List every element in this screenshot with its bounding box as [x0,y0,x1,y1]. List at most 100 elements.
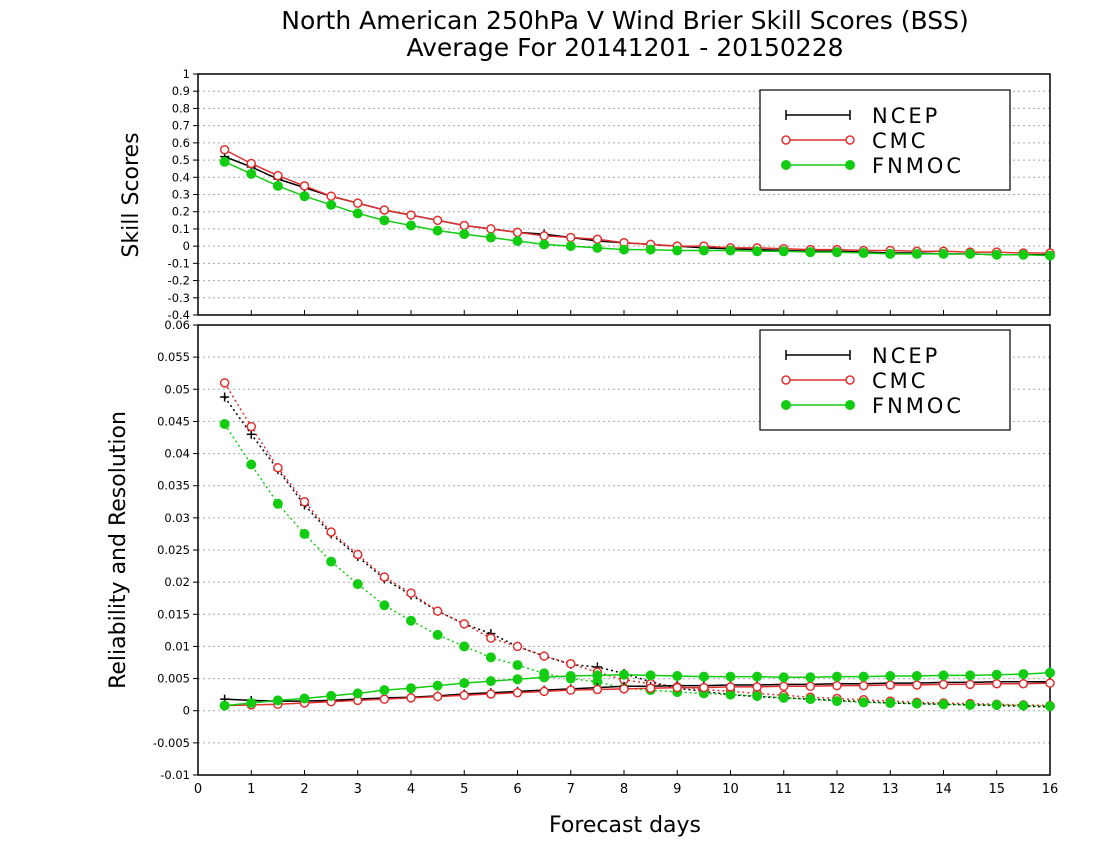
bottom-point-reliability-cmc [512,641,523,652]
bottom-point-resolution-cmc [619,684,629,694]
top-point-cmc [379,205,390,215]
bottom-point-resolution-fnmoc [752,671,763,682]
bottom-point-resolution-fnmoc [299,693,310,704]
bottom-point-reliability-fnmoc [459,641,470,652]
x-tick-label: 16 [1042,782,1059,797]
top-point-fnmoc [698,245,709,256]
bottom-point-resolution-fnmoc [725,671,736,682]
top-point-cmc [299,181,310,191]
bottom-point-resolution-fnmoc [1045,667,1055,678]
bottom-point-reliability-fnmoc [911,698,922,709]
bottom-y-tick-label: 0.015 [157,607,190,621]
legend-open-circle-marker [845,375,855,385]
bottom-point-resolution-cmc [432,691,443,702]
bottom-point-resolution-fnmoc [432,680,443,691]
x-tick-label: 3 [354,782,362,797]
bottom-point-reliability-fnmoc [272,498,283,509]
bottom-point-resolution-cmc [832,680,842,691]
x-axis-label: Forecast days [549,813,701,838]
bottom-point-resolution-fnmoc [938,670,949,681]
top-point-cmc [406,210,416,220]
top-point-cmc [459,220,469,231]
bottom-point-reliability-cmc [326,527,336,537]
legend-open-circle-marker [845,135,855,145]
x-tick-label: 14 [935,782,952,797]
top-y-tick-label: 0.2 [172,205,190,219]
bottom-point-resolution-fnmoc [645,670,656,681]
bottom-point-reliability-fnmoc [299,528,310,539]
bottom-point-reliability-fnmoc [432,629,443,640]
top-point-fnmoc [805,247,816,258]
bottom-point-reliability-fnmoc [885,698,896,708]
top-y-tick-label: 0.6 [172,136,190,150]
bottom-point-reliability-fnmoc [1045,701,1055,712]
x-tick-label: 9 [673,782,681,797]
top-point-fnmoc [459,229,470,240]
bottom-point-resolution-fnmoc [698,671,709,682]
bottom-point-reliability-cmc [299,497,310,507]
top-point-cmc [539,231,549,241]
bottom-point-reliability-fnmoc [832,696,842,707]
bottom-point-resolution-fnmoc [592,670,603,681]
legend-open-circle-marker [781,375,791,385]
top-y-tick-label: 0.9 [172,84,190,98]
x-tick-label: 2 [300,782,308,797]
bottom-point-resolution-fnmoc [326,690,337,701]
bottom-point-resolution-fnmoc [858,671,869,682]
bottom-point-reliability-fnmoc [379,600,390,611]
top-point-fnmoc [219,156,230,167]
bottom-point-resolution-cmc [699,682,709,693]
bottom-legend-label-ncep: NCEP [872,344,940,368]
bottom-point-resolution-fnmoc [911,671,922,681]
bottom-y-tick-label: 0.05 [164,382,190,396]
bottom-legend-label-fnmoc: FNMOC [872,394,964,418]
bottom-point-reliability-ncep [220,392,230,402]
top-point-fnmoc [539,239,550,250]
bottom-point-reliability-fnmoc [778,692,789,703]
bottom-point-resolution-fnmoc [246,698,257,708]
bottom-point-resolution-cmc [406,693,416,703]
top-y-tick-label: 0.1 [172,222,190,236]
bottom-point-resolution-fnmoc [379,685,390,696]
x-tick-label: 4 [407,782,415,797]
top-y-tick-label: -0.3 [168,291,190,305]
top-point-cmc [219,144,230,155]
top-point-cmc [592,234,603,245]
bottom-point-reliability-cmc [379,572,390,582]
x-tick-label: 13 [882,782,899,797]
bottom-legend-label-cmc: CMC [872,369,928,393]
bottom-point-resolution-fnmoc [805,672,816,683]
bottom-point-resolution-cmc [1018,678,1029,689]
bottom-point-resolution-cmc [752,682,762,692]
top-y-tick-label: 0.3 [172,188,190,202]
bottom-point-resolution-fnmoc [1018,669,1029,680]
legend-filled-circle-marker [845,400,855,410]
top-point-fnmoc [725,245,736,256]
bottom-point-reliability-fnmoc [805,694,816,705]
bottom-series-resolution-fnmoc [219,667,1055,711]
bottom-point-resolution-cmc [539,686,549,697]
bottom-point-reliability-fnmoc [938,699,949,710]
bottom-y-tick-label: 0.055 [157,350,190,364]
bottom-point-resolution-fnmoc [885,671,896,681]
chart-title-line1: North American 250hPa V Wind Brier Skill… [281,6,968,35]
bottom-point-resolution-fnmoc [991,669,1002,680]
bottom-point-resolution-cmc [672,682,682,693]
bottom-point-reliability-fnmoc [326,556,337,567]
bottom-point-resolution-fnmoc [272,695,283,706]
bottom-point-resolution-cmc [938,679,949,690]
bottom-y-tick-label: -0.005 [153,736,190,750]
bottom-point-resolution-cmc [379,694,390,704]
bottom-y-axis-label: Reliability and Resolution [106,411,131,689]
bottom-line-reliability-fnmoc [223,423,1051,707]
top-point-fnmoc [512,235,523,246]
legend-filled-circle-marker [781,160,791,170]
top-point-fnmoc [246,168,257,179]
bottom-y-tick-label: 0.04 [164,447,190,461]
bottom-point-resolution-cmc [885,680,895,690]
top-point-cmc [326,191,336,201]
bottom-y-tick-label: 0 [183,704,190,718]
bottom-point-resolution-cmc [965,679,975,690]
